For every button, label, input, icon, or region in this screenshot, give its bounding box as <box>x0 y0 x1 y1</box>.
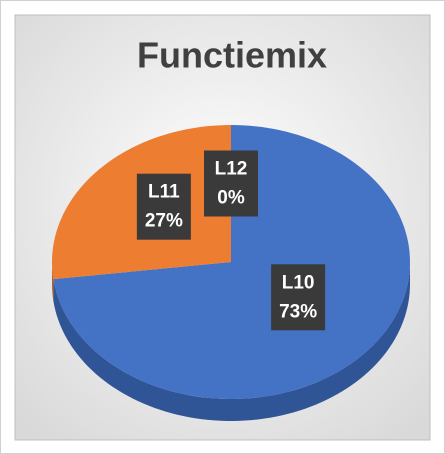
data-label-value: 0% <box>217 188 245 209</box>
data-label-value: 27% <box>145 211 183 232</box>
data-label-box <box>204 150 258 217</box>
pie-side <box>53 262 410 421</box>
pie-side <box>52 262 54 302</box>
pie-slice <box>53 125 410 399</box>
pie <box>52 125 410 421</box>
data-label-category: L12 <box>215 159 248 180</box>
data-label-category: L11 <box>148 182 180 203</box>
data-label-category: L10 <box>282 272 315 293</box>
chart-title: Functiemix <box>137 35 327 76</box>
data-label-box <box>136 173 191 240</box>
data-label-value: 73% <box>279 301 317 322</box>
data-label-box <box>271 264 326 331</box>
data-labels: L10 73% L11 27% L12 0% <box>136 150 326 331</box>
